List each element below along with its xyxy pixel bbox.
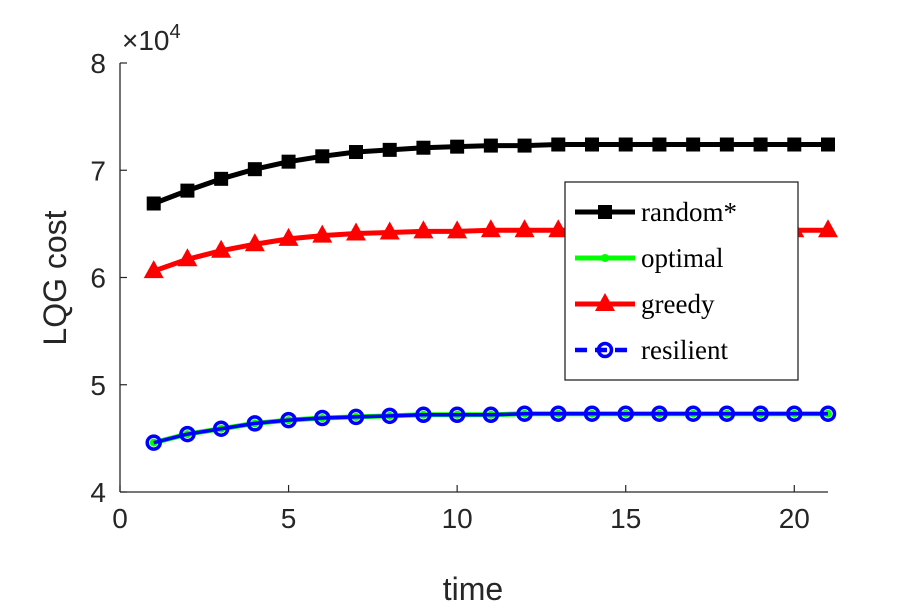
data-point-resilient [145,434,162,451]
data-point-greedy [346,222,366,241]
data-point-random [618,137,633,152]
data-point-greedy [447,220,468,239]
data-point-resilient [347,408,365,426]
data-point-resilient [314,409,331,427]
x-tick-label: 10 [442,503,473,534]
data-point-random [551,137,566,152]
data-point-resilient [212,420,230,437]
legend-label-optimal: optimal [641,243,724,273]
data-point-random [517,138,532,153]
data-point-random [315,149,330,164]
data-point-resilient [819,405,837,422]
axes: 0 5 10 15 20 4 5 6 7 8 [90,48,828,534]
y-axis-label: LQG cost [37,210,73,345]
data-point-random [652,137,667,152]
data-point-resilient [617,405,634,422]
legend-item-greedy: greedy [575,289,715,319]
data-point-random [787,137,802,152]
data-point-random [382,142,397,157]
data-point-resilient [482,406,500,424]
data-point-greedy [818,219,838,238]
data-point-random [214,171,229,186]
x-tick-label: 20 [779,503,810,534]
y-tick-label: 8 [90,48,106,79]
data-point-greedy [379,221,400,240]
data-point-random [247,162,262,177]
x-axis-label: time [443,571,503,607]
data-point-resilient [550,405,567,422]
data-point-random [281,154,296,169]
data-point-greedy [312,224,333,243]
data-point-greedy [548,219,569,238]
legend-item-optimal: optimal [575,243,724,273]
data-point-greedy [211,239,232,258]
legend-marker-greedy [595,293,615,311]
data-point-resilient [280,411,297,429]
series-resilient [145,405,837,451]
legend-marker-resilient [596,341,614,359]
legend-marker-random [598,205,612,219]
data-point-resilient [246,415,264,432]
x-tick-label: 0 [112,503,128,534]
data-point-random [753,137,768,152]
legend: random* optimal greedy resilient [564,181,799,381]
data-point-greedy [244,233,265,252]
legend-label-greedy: greedy [641,289,715,319]
y-tick-label: 4 [90,477,106,508]
data-point-random [450,139,465,154]
data-point-random [585,137,599,152]
data-point-random [719,137,734,152]
data-point-random [821,137,835,152]
data-point-resilient [448,406,466,424]
series-line-resilient [153,411,828,445]
y-tick-label: 7 [90,155,106,186]
data-point-random [416,140,431,155]
data-point-greedy [413,220,434,239]
data-point-resilient [684,405,702,422]
data-point-random [686,137,701,152]
y-tick-label: 5 [90,370,106,401]
data-point-resilient [516,405,533,422]
data-point-resilient [381,407,398,425]
data-point-greedy [480,219,501,238]
y-multiplier: ×104 [122,21,181,56]
data-point-random [180,183,195,198]
series-random [146,137,835,211]
data-point-greedy [278,227,299,246]
x-tick-label: 15 [610,503,641,534]
legend-marker-optimal [601,254,609,262]
legend-label-random: random* [641,197,737,227]
data-point-random [483,138,498,153]
x-tick-label: 5 [281,503,297,534]
data-point-resilient [786,405,803,422]
legend-item-random: random* [575,197,737,227]
data-point-resilient [752,405,769,422]
data-point-greedy [514,219,535,238]
legend-item-resilient: resilient [575,335,728,365]
data-point-random [349,145,363,160]
data-point-resilient [583,405,601,422]
data-point-greedy [177,248,198,267]
data-point-resilient [415,406,432,424]
data-point-random [146,196,161,211]
data-point-resilient [179,425,196,443]
data-point-greedy [143,260,164,279]
data-point-resilient [651,405,668,422]
legend-label-resilient: resilient [641,335,728,365]
data-point-resilient [718,405,736,422]
y-tick-label: 6 [90,263,106,294]
